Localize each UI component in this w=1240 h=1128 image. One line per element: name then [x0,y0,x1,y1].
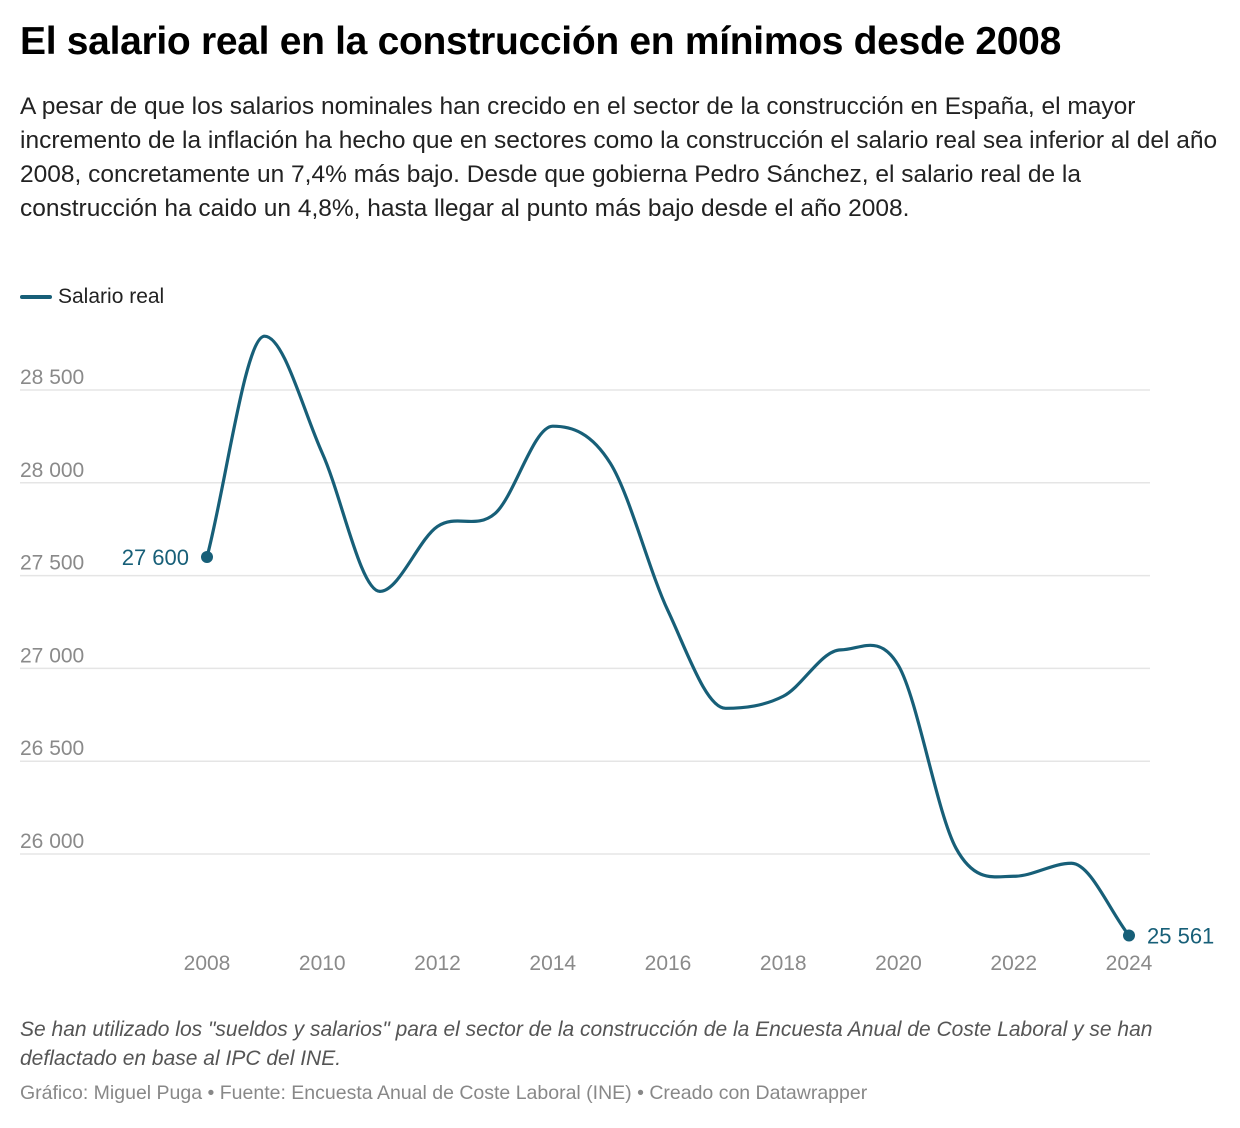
x-tick-label: 2012 [414,952,461,975]
chart-title: El salario real en la construcción en mí… [20,20,1061,63]
x-tick-label: 2020 [875,952,922,975]
y-tick-label: 28 500 [20,366,84,389]
x-tick-label: 2024 [1106,952,1153,975]
y-tick-label: 27 500 [20,552,84,575]
chart-footer: Gráfico: Miguel Puga • Fuente: Encuesta … [20,1082,868,1104]
start-point-marker [201,551,213,564]
y-tick-label: 26 500 [20,737,84,760]
end-point-marker [1123,929,1135,942]
line-chart: 26 000 26 500 27 000 27 500 28 000 28 500 2008… [20,334,1214,975]
x-tick-label: 2010 [299,952,346,975]
data-label-start: 27 600 [122,545,189,570]
chart-subtitle: A pesar de que los salarios nominales ha… [20,93,1218,222]
legend: Salario real [20,285,164,309]
y-tick-label: 28 000 [20,459,84,482]
legend-label: Salario real [58,285,165,308]
x-tick-label: 2022 [990,952,1037,975]
legend-swatch [20,295,52,299]
y-tick-label: 26 000 [20,830,84,853]
x-tick-label: 2018 [760,952,807,975]
x-tick-label: 2008 [184,952,231,975]
data-label-end: 25 561 [1147,923,1214,948]
x-tick-label: 2016 [645,952,692,975]
series-line-salario-real [205,334,1131,937]
y-tick-label: 27 000 [20,644,84,667]
chart-notes: Se han utilizado los "sueldos y salarios… [20,1018,1153,1070]
x-tick-label: 2014 [529,952,576,975]
